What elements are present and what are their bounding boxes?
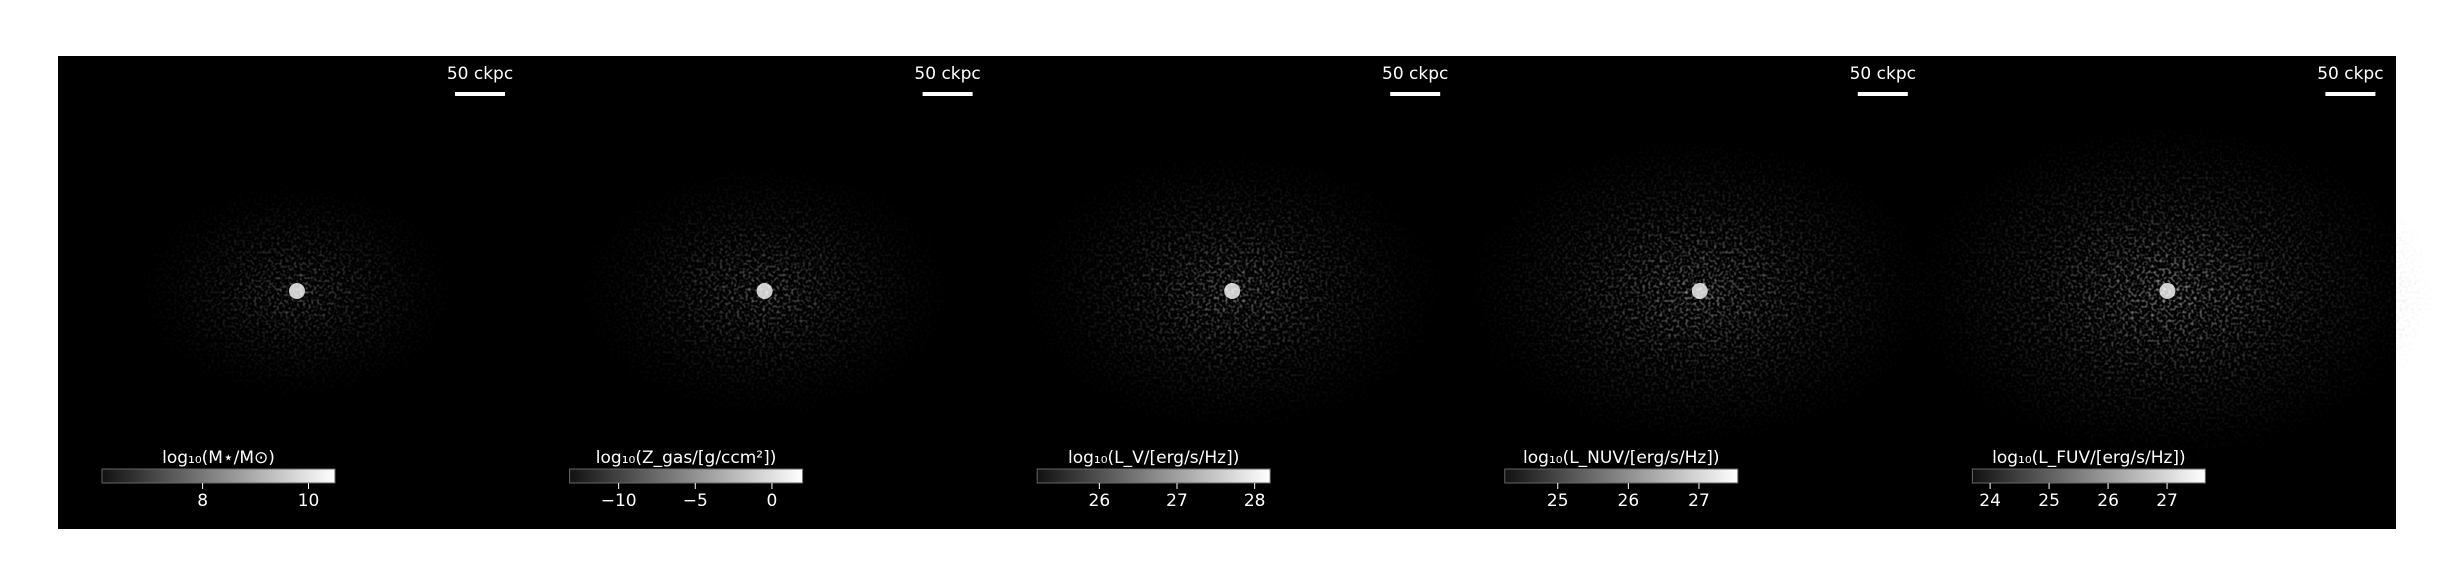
colorbar-tick-label: 27 [1166,491,1188,511]
colorbar-tick-label: 10 [298,491,320,511]
colorbar [101,468,336,484]
colorbar-tick-label: 24 [1979,491,2001,511]
colorbar-tick-label: 26 [2097,491,2119,511]
galaxy-core [756,283,773,299]
colorbar-label: log₁₀(L_NUV/[erg/s/Hz]) [1523,448,1720,468]
colorbar-tick-label: 27 [2156,491,2178,511]
colorbar-tick-label: −5 [683,491,708,511]
colorbar-tick-label: 28 [1244,491,1266,511]
scale-label: 50 ckpc [447,64,513,84]
colorbar [1504,468,1739,484]
colorbar-tick-label: 25 [2038,491,2060,511]
colorbar-tick-label: 0 [767,491,778,511]
colorbar-label: log₁₀(Z_gas/[g/ccm²]) [596,448,777,468]
scale-label: 50 ckpc [1382,64,1448,84]
colorbar-tick-label: −10 [601,491,637,511]
colorbar-label: log₁₀(M⋆/M⊙) [162,448,275,468]
colorbar-tick-label: 8 [197,491,208,511]
colorbar [1036,468,1271,484]
colorbar-tick-label: 27 [1688,491,1710,511]
colorbar-tick-label: 25 [1547,491,1569,511]
galaxy-core [1691,283,1708,299]
scale-label: 50 ckpc [2317,64,2383,84]
galaxy-core [1224,283,1241,299]
scale-label: 50 ckpc [1850,64,1916,84]
galaxy-core [2159,283,2176,299]
colorbar-tick-label: 26 [1618,491,1640,511]
colorbar-label: log₁₀(L_FUV/[erg/s/Hz]) [1992,448,2186,468]
galaxy-core [289,283,305,299]
colorbar-tick-label: 26 [1089,491,1111,511]
scale-label: 50 ckpc [914,64,980,84]
colorbar [1971,468,2206,484]
colorbar [569,468,804,484]
colorbar-label: log₁₀(L_V/[erg/s/Hz]) [1068,448,1239,468]
